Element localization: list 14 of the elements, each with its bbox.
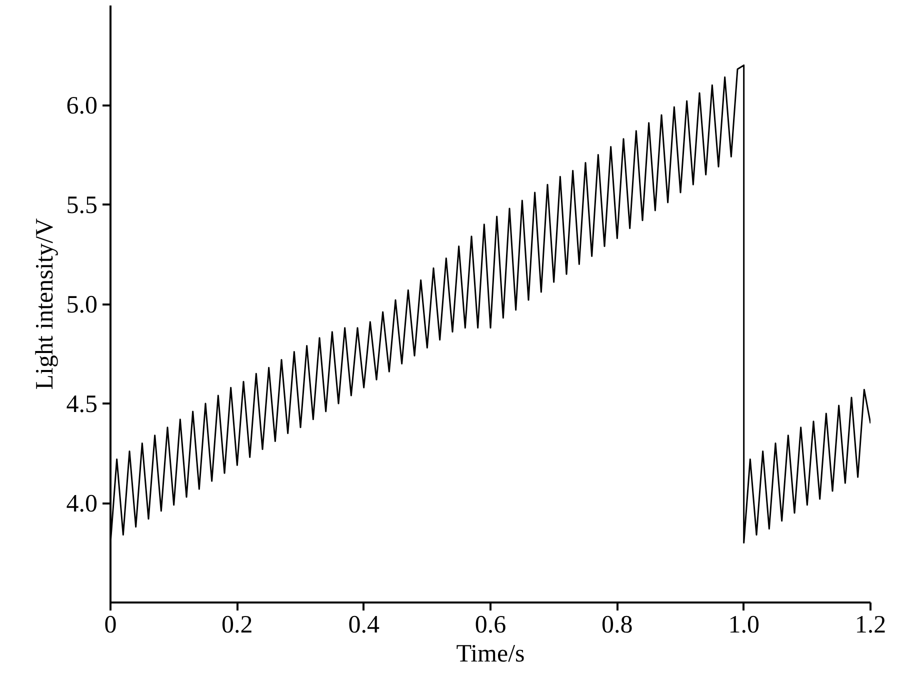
y-tick-label: 5.0 xyxy=(66,292,98,318)
x-tick-label: 0 xyxy=(104,612,117,638)
y-tick-label: 6.0 xyxy=(66,92,98,120)
x-axis-title: Time/s xyxy=(456,640,525,668)
x-tick-label: 0.2 xyxy=(222,612,253,638)
y-tick-label: 5.5 xyxy=(66,192,98,219)
x-tick-label: 0.8 xyxy=(602,612,633,638)
y-axis-title: Light intensity/V xyxy=(31,218,58,390)
y-tick-label: 4.5 xyxy=(66,391,98,418)
y-tick-label: 4.0 xyxy=(66,490,98,518)
x-tick-label: 1.0 xyxy=(728,612,760,638)
x-tick-label: 1.2 xyxy=(854,612,886,638)
x-tick-label: 0.4 xyxy=(348,612,380,638)
x-tick-label: 0.6 xyxy=(474,612,506,638)
